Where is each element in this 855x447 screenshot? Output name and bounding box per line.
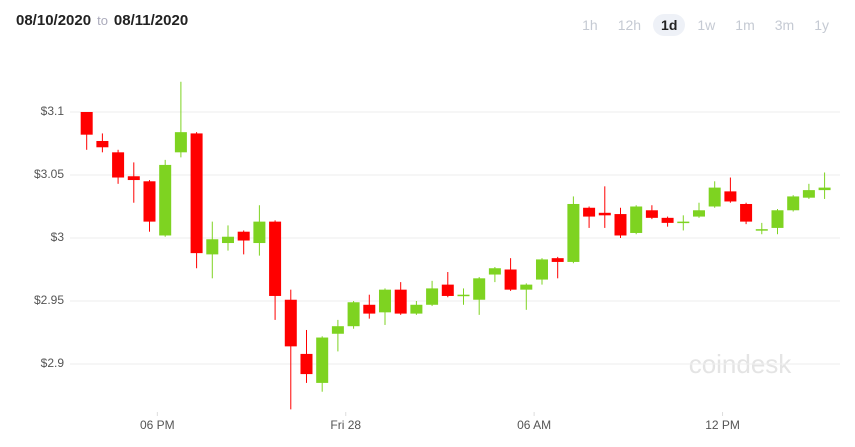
candle-body [363,304,376,314]
candle-body [378,289,391,313]
candle-body [787,196,800,211]
candle-body [206,239,219,255]
candle-body [724,191,737,202]
candle-body [551,258,564,262]
candle-body [112,152,125,178]
candle-body [818,187,831,191]
x-tick-label: 06 AM [517,418,551,432]
candle-body [457,294,470,297]
candle-body [284,299,297,347]
candle-body [80,112,93,135]
candle-body [677,221,690,224]
candle-body [300,353,313,375]
candle-body [614,214,627,236]
candle-body [473,278,486,300]
candle-body [269,221,282,296]
candle-body [567,203,580,262]
candle-body [253,221,266,244]
range-buttons: 1h 12h 1d 1w 1m 3m 1y [574,14,837,36]
candle-body [159,164,172,236]
range-button[interactable]: 3m [774,17,795,33]
candle-body [394,289,407,314]
x-tick-label: 12 PM [705,418,740,432]
candle-body [598,212,611,216]
candle-body [755,229,768,231]
candle-body [708,187,721,207]
y-tick-label: $2.9 [41,356,65,370]
candle-body [316,337,329,383]
y-tick-label: $2.95 [34,293,64,307]
range-button[interactable]: 1y [814,17,829,33]
candle-body [410,304,423,314]
candle-body [347,302,360,327]
x-tick-label: 06 PM [140,418,175,432]
candle-body [426,288,439,305]
candle-body [488,268,501,275]
range-button[interactable]: 1m [735,17,755,33]
candle-body [630,206,643,233]
candle-body [535,259,548,280]
candle-body [127,176,140,181]
range-button[interactable]: 1w [697,17,716,33]
x-tick-label: Fri 28 [330,418,361,432]
candle-body [143,181,156,222]
candle-body [583,207,596,217]
candle-body [802,190,815,198]
range-button[interactable]: 1d [653,14,686,36]
candle-body [441,284,454,296]
date-range: 08/10/2020 to 08/11/2020 [16,12,188,29]
candle-body [692,210,705,217]
candle-body [740,203,753,222]
candle-body [504,269,517,290]
date-separator: to [97,13,108,28]
candle-body [237,231,250,241]
candle-body [190,133,203,254]
range-button[interactable]: 1h [582,17,598,33]
y-tick-label: $3.1 [41,104,65,118]
candle-body [331,326,344,334]
date-to: 08/11/2020 [113,12,189,29]
candle-body [645,210,658,218]
candle-body [520,284,533,290]
y-tick-label: $3 [51,230,65,244]
candle-body [96,140,109,148]
candle-body [174,132,187,153]
candle-body [661,217,674,223]
date-from: 08/10/2020 [16,12,92,29]
y-tick-label: $3.05 [34,167,64,181]
candle-body [771,210,784,228]
candle-body [221,236,234,244]
range-button[interactable]: 12h [617,17,642,33]
